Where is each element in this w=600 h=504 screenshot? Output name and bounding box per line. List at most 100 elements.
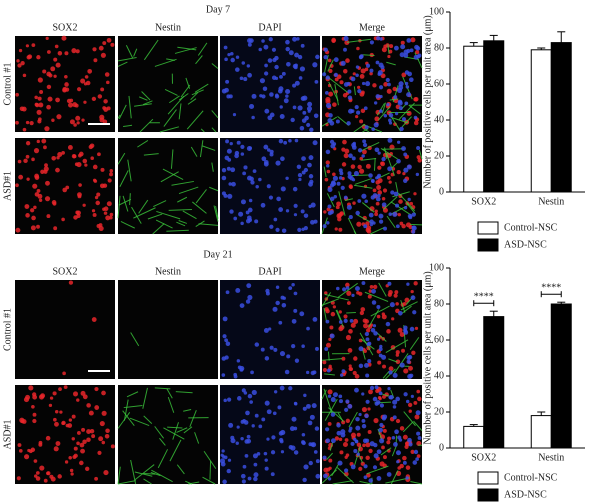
nucleus: [406, 110, 412, 116]
nucleus: [327, 394, 332, 398]
legend-swatch: [477, 488, 499, 502]
nucleus: [25, 120, 30, 125]
nucleus: [54, 421, 59, 427]
nucleus: [72, 102, 78, 108]
nucleus: [333, 57, 339, 63]
fiber: [326, 452, 333, 460]
nucleus: [378, 219, 384, 224]
nucleus: [325, 319, 330, 324]
nucleus: [229, 209, 234, 214]
nucleus: [416, 146, 421, 150]
nucleus: [222, 455, 226, 459]
nucleus: [339, 373, 344, 377]
micrograph-bg: [118, 280, 218, 379]
nucleus: [253, 476, 258, 482]
nucleus: [387, 54, 391, 59]
nucleus: [227, 53, 231, 57]
fiber: [337, 282, 358, 298]
nucleus: [49, 474, 54, 479]
nucleus: [361, 281, 366, 285]
nucleus: [286, 61, 291, 67]
nucleus: [408, 409, 412, 413]
nucleus: [270, 450, 276, 455]
fiber: [361, 158, 377, 161]
bar: [483, 316, 505, 449]
nucleus: [367, 430, 372, 435]
nucleus: [378, 427, 384, 433]
nucleus: [406, 359, 411, 364]
nucleus: [372, 396, 378, 402]
nucleus: [388, 113, 394, 118]
fiber: [189, 409, 197, 428]
nucleus: [351, 156, 356, 161]
nucleus: [261, 39, 265, 43]
nucleus: [40, 169, 45, 174]
nucleus: [285, 88, 291, 95]
fiber: [190, 92, 199, 101]
nucleus: [406, 282, 410, 286]
nucleus: [338, 326, 344, 332]
nucleus: [53, 74, 57, 78]
nucleus: [309, 127, 314, 133]
nucleus: [266, 437, 270, 441]
nucleus: [369, 385, 375, 391]
nucleus: [373, 417, 379, 424]
nucleus: [47, 96, 53, 102]
nucleus: [364, 67, 369, 72]
nucleus: [381, 47, 387, 53]
nucleus: [283, 140, 288, 145]
nucleus: [236, 425, 240, 429]
nucleus: [288, 50, 294, 56]
fiber: [142, 100, 153, 106]
nucleus: [353, 171, 359, 177]
nucleus: [346, 301, 351, 305]
nucleus: [353, 356, 358, 361]
nucleus: [17, 63, 22, 68]
nucleus: [251, 424, 255, 428]
nucleus: [301, 440, 306, 445]
nucleus: [331, 38, 336, 43]
fiber: [171, 180, 194, 186]
nucleus: [350, 76, 356, 82]
nucleus: [312, 62, 318, 68]
nucleus: [73, 446, 78, 451]
nucleus: [95, 200, 101, 206]
nucleus: [341, 147, 346, 152]
nucleus: [416, 431, 421, 436]
nucleus: [78, 183, 82, 187]
nucleus: [343, 314, 348, 319]
nucleus: [91, 96, 97, 102]
legend-swatch: [477, 471, 499, 485]
nucleus: [405, 476, 409, 480]
nucleus: [357, 199, 362, 203]
micrograph-bg: [118, 36, 218, 132]
fiber: [347, 217, 357, 235]
y-tick-label: 0: [439, 186, 444, 197]
nucleus: [294, 52, 299, 58]
nucleus: [365, 337, 370, 342]
nucleus: [377, 151, 381, 155]
nucleus: [275, 160, 281, 166]
nucleus: [397, 212, 401, 217]
nucleus: [302, 95, 308, 101]
nucleus: [328, 113, 333, 118]
nucleus: [377, 395, 382, 400]
nucleus: [103, 470, 109, 476]
nucleus: [314, 426, 320, 431]
nucleus: [329, 325, 334, 330]
nucleus: [353, 318, 359, 324]
nucleus: [93, 58, 98, 63]
nucleus: [416, 389, 421, 394]
micrograph-bg: [118, 138, 218, 234]
nucleus: [71, 437, 75, 441]
nucleus: [338, 320, 343, 324]
nucleus: [356, 46, 360, 51]
nucleus: [338, 227, 343, 232]
fiber: [382, 148, 405, 150]
fiber: [348, 411, 358, 428]
nucleus: [325, 160, 330, 165]
nucleus: [399, 332, 405, 338]
nucleus: [225, 290, 230, 295]
nucleus: [339, 450, 344, 455]
nucleus: [307, 162, 312, 168]
